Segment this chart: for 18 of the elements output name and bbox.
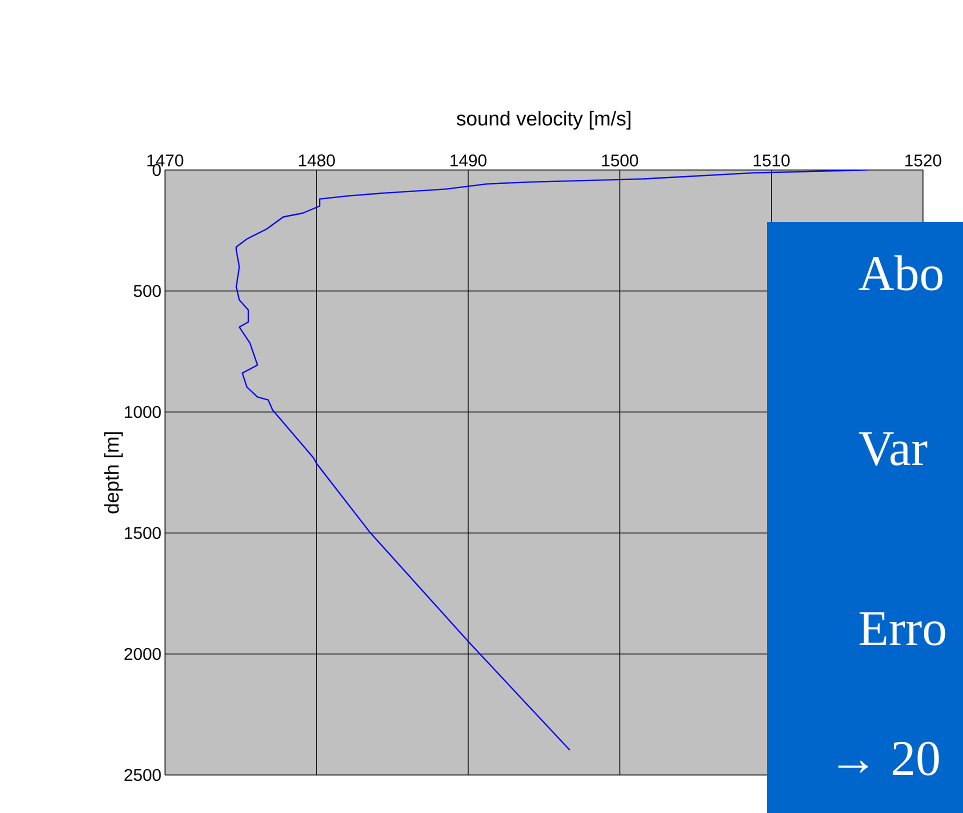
annotation: Var bbox=[858, 432, 928, 466]
y-tick-label: 0 bbox=[152, 164, 161, 176]
y-axis-title: depth [m] bbox=[104, 432, 123, 514]
y-tick-label: 2500 bbox=[124, 768, 161, 782]
y-tick-label: 2000 bbox=[124, 648, 161, 660]
annotation: Abo bbox=[858, 255, 942, 290]
x-tick-label: 1510 bbox=[754, 154, 790, 166]
x-tick-label: 1480 bbox=[299, 154, 335, 166]
x-tick-label: 1470 bbox=[147, 154, 184, 166]
y-tick-label: 1500 bbox=[124, 526, 161, 540]
annotation: → 20 bbox=[838, 742, 939, 776]
annotation: Erro bbox=[860, 612, 946, 646]
y-tick-label: 500 bbox=[134, 284, 161, 298]
x-tick-label: 1490 bbox=[450, 154, 486, 166]
x-tick-label: 1500 bbox=[602, 154, 638, 166]
x-tick-label: 1520 bbox=[905, 154, 942, 166]
y-tick-label: 1000 bbox=[124, 406, 161, 418]
x-axis-title: sound velocity [m/s] bbox=[456, 110, 630, 130]
